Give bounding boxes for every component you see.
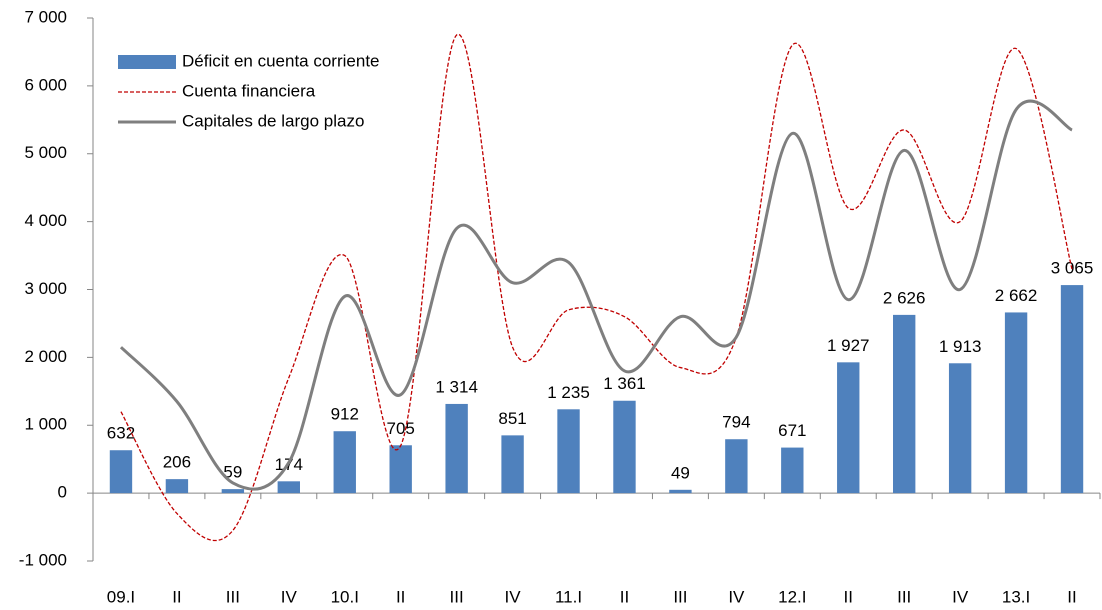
y-tick-label: 5 000 — [24, 143, 67, 162]
data-label: 851 — [498, 409, 526, 428]
data-label: 1 927 — [827, 336, 870, 355]
bar — [165, 479, 189, 494]
data-label: 1 361 — [603, 374, 646, 393]
x-tick-label: III — [673, 587, 687, 606]
x-tick-label: II — [172, 587, 181, 606]
legend-label: Déficit en cuenta corriente — [182, 51, 380, 70]
data-label: 705 — [387, 419, 415, 438]
x-tick-label: III — [226, 587, 240, 606]
bar — [333, 431, 356, 494]
y-tick-label: 3 000 — [24, 279, 67, 298]
data-label: 206 — [163, 453, 191, 472]
x-tick-label: II — [396, 587, 405, 606]
data-label: 912 — [331, 405, 359, 424]
data-label: 1 235 — [547, 383, 590, 402]
y-tick-label: 7 000 — [24, 7, 67, 26]
x-tick-label: IV — [281, 587, 298, 606]
bar — [725, 439, 748, 494]
x-tick-label: IV — [505, 587, 522, 606]
x-tick-label: IV — [952, 587, 969, 606]
y-tick-label: 4 000 — [24, 211, 67, 230]
data-label: 59 — [223, 463, 242, 482]
line — [120, 34, 1073, 542]
data-label: 794 — [722, 413, 750, 432]
legend-label: Cuenta financiera — [182, 81, 316, 100]
bar — [893, 314, 916, 494]
x-tick-label: 09.I — [107, 587, 135, 606]
bar — [613, 400, 636, 494]
x-tick-label: II — [1067, 587, 1076, 606]
x-tick-label: IV — [728, 587, 745, 606]
bar — [445, 403, 468, 494]
x-tick-label: III — [897, 587, 911, 606]
line — [119, 99, 1073, 491]
y-tick-label: 6 000 — [24, 75, 67, 94]
bar — [837, 362, 860, 494]
data-label: 2 662 — [995, 286, 1038, 305]
y-tick-label: 1 000 — [24, 415, 67, 434]
bar — [501, 435, 524, 494]
bar — [389, 445, 412, 494]
x-tick-label: 12.I — [778, 587, 806, 606]
bar — [1060, 285, 1084, 494]
legend-label: Capitales de largo plazo — [182, 111, 364, 130]
x-tick-label: II — [620, 587, 629, 606]
bar — [669, 489, 692, 494]
y-tick-label: 2 000 — [24, 347, 67, 366]
bar — [781, 447, 804, 494]
x-tick-label: 13.I — [1002, 587, 1030, 606]
x-tick-label: III — [450, 587, 464, 606]
y-tick-label: 0 — [58, 483, 67, 502]
bar — [109, 450, 133, 494]
bar — [277, 481, 300, 494]
legend-swatch — [118, 55, 176, 69]
x-tick-label: 11.I — [555, 587, 582, 606]
data-label: 632 — [107, 424, 135, 443]
data-label: 1 314 — [435, 377, 478, 396]
y-tick-label: -1 000 — [19, 550, 67, 569]
data-label: 1 913 — [939, 337, 982, 356]
data-label: 49 — [671, 463, 690, 482]
x-tick-label: II — [844, 587, 853, 606]
bar — [557, 409, 580, 494]
bar — [948, 363, 972, 494]
bar — [221, 489, 245, 494]
x-tick-label: 10.I — [331, 587, 359, 606]
data-label: 671 — [778, 421, 806, 440]
data-label: 2 626 — [883, 288, 926, 307]
bar — [1004, 312, 1028, 494]
